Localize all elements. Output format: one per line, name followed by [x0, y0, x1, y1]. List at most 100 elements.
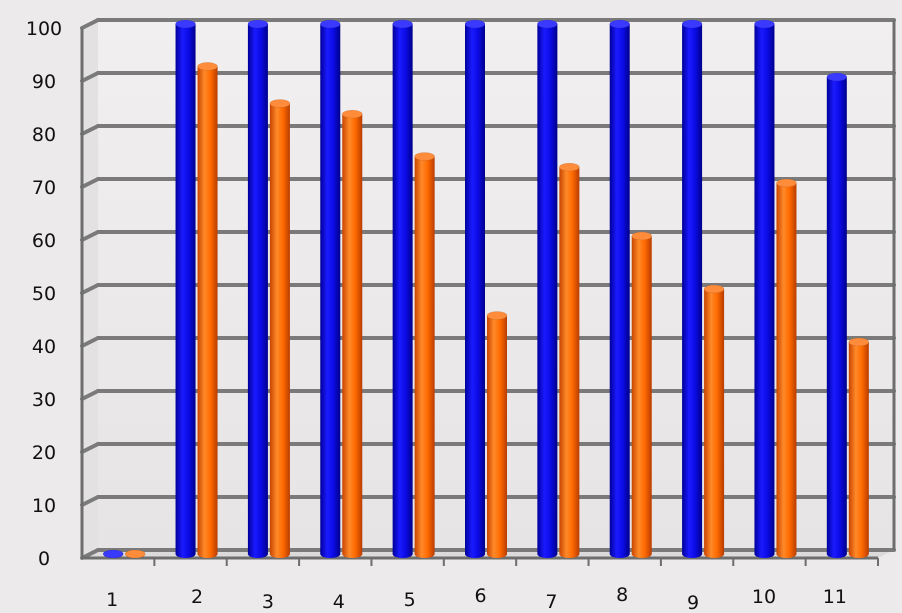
bar-base-series1-cat9	[682, 550, 703, 558]
bar-series2-cat2	[197, 66, 218, 555]
bar-cap-series2-cat9	[703, 284, 725, 294]
bar-series1-cat7	[537, 24, 558, 554]
bar-base-series2-cat3	[269, 550, 290, 558]
bar-series2-cat3	[269, 103, 290, 554]
bar-series1-cat6	[465, 24, 485, 554]
bar-cap-series1-cat9	[681, 19, 703, 29]
bar-cap-series1-cat1	[102, 549, 124, 559]
bar-base-series1-cat2	[175, 550, 196, 558]
bar-cap-series2-cat7	[559, 162, 580, 172]
x-tick-label: 9	[687, 592, 699, 613]
bar-cap-series1-cat11	[826, 72, 848, 82]
bar-base-series1-cat8	[609, 550, 630, 558]
bar-cap-series2-cat10	[776, 178, 797, 188]
bar-series2-cat9	[704, 289, 725, 554]
bar-series1-cat4	[320, 24, 341, 554]
axes	[80, 20, 896, 566]
bar-series1-cat5	[392, 24, 413, 554]
y-tick-label: 60	[32, 230, 56, 252]
x-tick-label: 7	[545, 591, 557, 613]
x-tick-label: 3	[262, 591, 274, 613]
x-tick-label: 2	[191, 586, 203, 608]
gridline-side	[80, 336, 100, 348]
x-tick-label: 8	[616, 584, 628, 606]
bar-base-series2-cat4	[342, 550, 363, 558]
gridline-side	[80, 495, 100, 507]
bar-cap-series2-cat1	[124, 549, 146, 559]
gridline-side	[80, 124, 100, 136]
bar-base-series2-cat11	[848, 550, 869, 558]
bar-series1-cat3	[247, 24, 268, 554]
bar-cap-series2-cat11	[848, 337, 870, 347]
x-tick-label: 4	[333, 591, 345, 613]
bar-base-series2-cat6	[487, 550, 507, 558]
y-tick-label: 20	[32, 442, 56, 464]
y-tick-label: 100	[26, 18, 62, 40]
bar-base-series2-cat7	[559, 550, 580, 558]
gridline-side	[80, 177, 100, 189]
bar-base-series1-cat10	[754, 550, 775, 558]
bar-cap-series1-cat7	[537, 19, 558, 29]
gridline-side	[80, 442, 100, 454]
x-tick-label: 11	[823, 586, 847, 608]
bar-base-series2-cat9	[704, 550, 725, 558]
gridline-side	[80, 230, 100, 242]
bar-series2-cat4	[342, 114, 363, 554]
bar-series1-cat8	[609, 24, 630, 554]
bar-base-series1-cat4	[320, 550, 341, 558]
bar-base-series1-cat6	[465, 550, 485, 558]
x-tick-label: 10	[752, 586, 776, 608]
bar-base-series2-cat8	[631, 550, 652, 558]
y-tick-label: 10	[32, 495, 56, 517]
bar-cap-series1-cat5	[392, 19, 413, 29]
bar-cap-series2-cat5	[414, 152, 435, 161]
bar-cap-series2-cat2	[197, 62, 218, 71]
y-tick-label: 50	[32, 283, 56, 305]
bar-base-series1-cat3	[247, 550, 268, 558]
bar-cap-series2-cat6	[486, 311, 508, 320]
bar-cap-series1-cat4	[320, 19, 341, 29]
gridline-side	[80, 18, 100, 30]
gridline-side	[80, 389, 100, 401]
x-tick-label: 1	[106, 589, 118, 611]
bar-series1-cat11	[826, 77, 847, 554]
bar-cap-series1-cat10	[754, 19, 775, 29]
x-axis-tick-labels: 1 2 3 4 5 6 7 8 9 10 11	[106, 584, 847, 613]
bar-series2-cat11	[848, 342, 869, 554]
bars	[102, 19, 870, 559]
bar-cap-series2-cat3	[269, 99, 291, 108]
y-tick-label: 40	[32, 336, 56, 358]
bar-cap-series1-cat6	[464, 19, 486, 29]
bar-series1-cat10	[754, 24, 775, 554]
bar-base-series1-cat7	[537, 550, 558, 558]
bar-base-series2-cat2	[197, 550, 218, 558]
bar-series2-cat6	[487, 315, 507, 554]
bar-cap-series1-cat2	[175, 19, 196, 29]
bar-series2-cat7	[559, 167, 580, 554]
y-tick-label: 70	[32, 177, 56, 199]
bar-base-series2-cat10	[776, 550, 797, 558]
bar-base-series2-cat5	[414, 550, 435, 558]
y-tick-label: 0	[38, 548, 50, 570]
bar-series2-cat10	[776, 183, 797, 554]
x-tick-label: 6	[474, 585, 486, 607]
x-tick-label: 5	[404, 589, 416, 611]
bar-cap-series1-cat3	[247, 19, 269, 29]
bar-series1-cat9	[682, 24, 703, 554]
bar-cap-series2-cat8	[631, 231, 652, 241]
y-axis-tick-labels: 0 10 20 30 40 50 60 70 80 90 100	[26, 18, 62, 570]
y-tick-label: 80	[32, 124, 56, 146]
gridline-side	[80, 283, 100, 295]
bar-base-series1-cat5	[392, 550, 413, 558]
bar-cap-series2-cat4	[342, 109, 363, 119]
bar-series2-cat5	[414, 156, 435, 554]
bar-series2-cat8	[631, 236, 652, 554]
bar-cap-series1-cat8	[609, 19, 630, 29]
bar-series1-cat2	[175, 24, 196, 554]
bar-base-series1-cat11	[826, 550, 847, 558]
y-tick-label: 30	[32, 389, 56, 411]
y-tick-label: 90	[32, 71, 56, 93]
gridline-side	[80, 71, 100, 83]
